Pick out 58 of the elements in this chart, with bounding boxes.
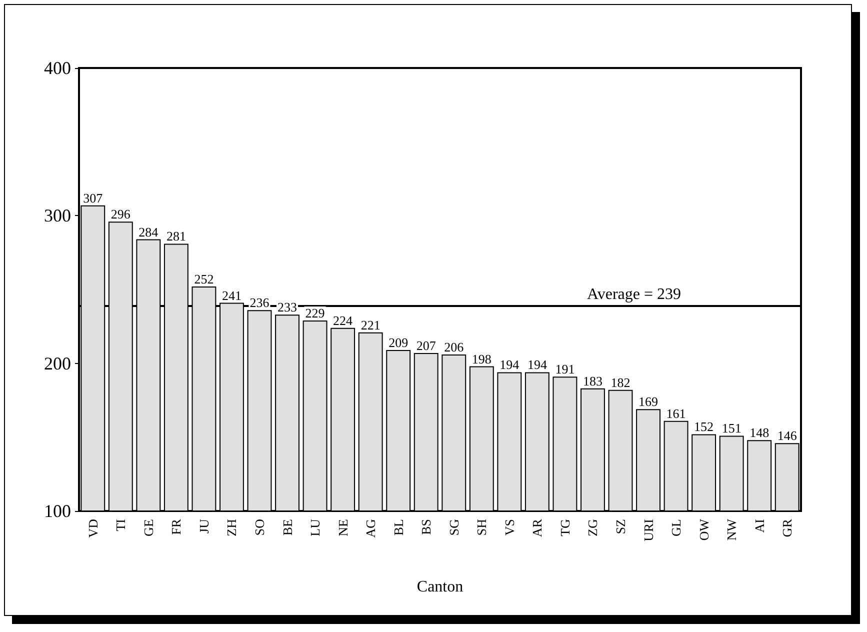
data-label: 206 [444,339,464,354]
y-tick-label: 400 [44,58,71,78]
x-tick-label: BL [390,518,406,536]
x-tick-label: LU [308,518,323,536]
data-label: 148 [750,425,770,440]
data-label: 191 [555,362,575,377]
x-tick-label: SZ [613,518,628,534]
data-label: 146 [777,428,798,444]
x-tick-label: BE [280,518,295,536]
data-label: 198 [472,351,492,366]
data-label: 209 [388,335,408,350]
x-tick-label: GL [668,518,684,536]
y-tick-label: 100 [44,501,71,521]
data-label: 194 [527,357,548,372]
x-tick-label: AR [530,518,545,538]
x-tick-label: SH [474,519,490,536]
data-label: 161 [666,406,686,421]
data-label: 236 [250,295,270,310]
data-label: 194 [500,357,520,372]
x-tick-label: ZG [585,519,600,536]
data-label: 182 [610,374,630,390]
x-tick-label: JU [196,518,212,534]
x-tick-label: OW [696,518,712,541]
x-tick-label: SG [446,519,462,536]
x-axis-title: Canton [416,578,464,596]
data-label: 229 [305,306,325,321]
x-tick-label: NW [724,518,740,541]
x-tick-label: GE [140,518,156,536]
data-label: 152 [694,419,714,434]
data-label: 296 [110,206,131,222]
y-tick-label: 300 [44,206,71,226]
x-tick-label: AI [752,519,767,533]
data-label: 169 [638,394,658,410]
y-tick-label: 200 [44,353,71,374]
x-tick-label: NE [335,518,350,536]
data-label: 281 [166,228,186,244]
data-label: 233 [278,300,298,315]
x-tick-label: VS [502,519,517,536]
data-label: 224 [333,312,354,328]
data-label: 151 [722,420,742,436]
ref-line-label: Average = 239 [586,286,681,304]
x-tick-label: TI [113,519,128,532]
data-label: 284 [138,224,159,240]
x-tick-label: URI [640,519,656,542]
data-label: 241 [222,288,242,303]
data-label: 307 [83,190,104,206]
x-tick-label: GR [780,518,795,538]
data-label: 221 [360,317,380,332]
x-tick-label: TG [557,519,572,536]
x-tick-label: VD [85,519,100,538]
data-label: 207 [416,338,436,353]
x-tick-label: AG [363,519,378,538]
x-tick-label: SO [252,519,267,536]
x-tick-label: ZH [224,519,240,536]
data-label: 183 [582,373,602,388]
data-label: 252 [194,272,214,287]
x-tick-label: BS [418,519,434,535]
x-tick-label: FR [168,518,184,535]
